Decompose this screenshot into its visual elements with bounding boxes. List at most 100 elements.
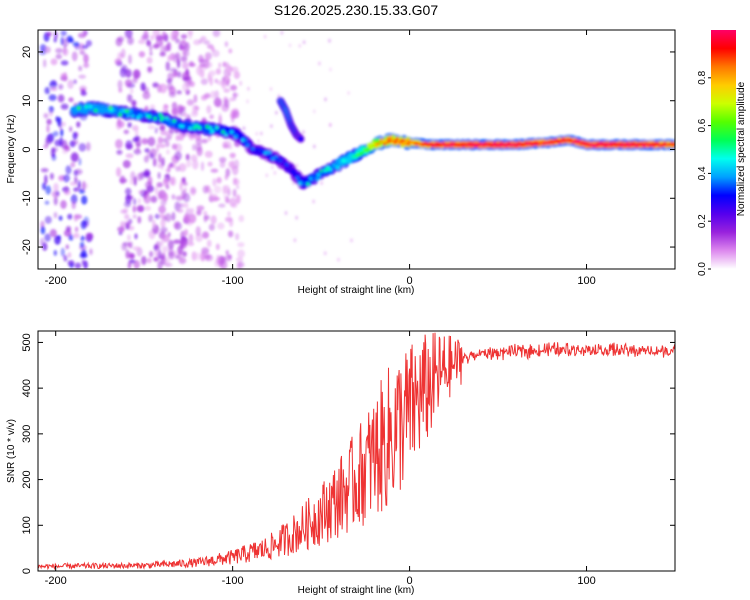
spectrogram-blob (125, 140, 133, 150)
spectrogram-blob (124, 220, 131, 228)
spectrogram-blob (143, 169, 151, 178)
spectrogram-blob (128, 109, 133, 114)
spectrogram-blob (149, 44, 153, 52)
spectrogram-blob (223, 143, 230, 149)
spectrogram-blob (196, 251, 200, 261)
spectrogram-blob (212, 196, 221, 202)
spectrogram-blob (292, 173, 297, 177)
spectrogram-blob (221, 130, 226, 134)
spectrogram-blob (81, 44, 89, 50)
spectrogram-blob (149, 104, 156, 110)
spectrogram-blob (42, 242, 48, 251)
spectrogram-blob (300, 181, 305, 186)
spectrogram-blob (238, 215, 245, 223)
spectrogram-blob (185, 153, 190, 161)
spectrogram-blob (257, 139, 260, 144)
spectrogram-x-ticks: -200 -100 0 100 (45, 30, 596, 287)
x-tick-label: 100 (577, 275, 595, 287)
spectrogram-blob (224, 254, 232, 262)
colorbar: 0.0 0.2 0.4 0.6 0.8 Normalized spectral ampl… (697, 30, 747, 276)
spectrogram-blob (180, 124, 185, 129)
snr-y-label: SNR (10 * v/v) (6, 419, 17, 483)
spectrogram-blob (144, 181, 153, 189)
spectrogram-blob (58, 175, 64, 182)
spectrogram-blob (226, 131, 231, 135)
spectrogram-blob (49, 228, 57, 238)
spectrogram-blob (139, 114, 144, 118)
spectrogram-blob (223, 194, 228, 200)
spectrogram-blob (64, 145, 70, 150)
x-tick-label: -200 (45, 275, 67, 287)
spectrogram-blob (160, 218, 166, 228)
spectrogram-blob (169, 176, 175, 186)
spectrogram-blob (168, 91, 177, 98)
spectrogram-blob (156, 142, 160, 153)
spectrogram-blob (280, 30, 284, 35)
spectrogram-blob (60, 200, 67, 209)
spectrogram-blob (160, 46, 166, 54)
spectrogram-y-label: Frequency (Hz) (6, 115, 17, 184)
spectrogram-blob (301, 130, 305, 135)
spectrogram-blob (81, 50, 86, 56)
spectrogram-blob (70, 194, 78, 204)
spectrogram-blob (120, 48, 126, 59)
spectrogram-blob (259, 131, 263, 136)
spectrogram-blob (55, 116, 59, 122)
spectrogram-blob (80, 235, 86, 241)
spectrogram-blob (208, 126, 213, 130)
spectrogram-blob (54, 139, 62, 147)
spectrogram-blob (215, 68, 222, 75)
spectrogram-blob (189, 186, 197, 196)
spectrogram-blob (169, 162, 174, 168)
spectrogram-blob (242, 126, 246, 131)
spectrogram-blob (204, 150, 213, 158)
spectrogram-blob (191, 123, 196, 127)
spectrogram-blob (161, 157, 165, 167)
spectrogram-blob (273, 170, 277, 175)
spectrogram-blob (207, 73, 211, 82)
spectrogram-blob (338, 162, 343, 167)
spectrogram-blob (232, 110, 240, 119)
spectrogram-blob (185, 68, 189, 76)
spectrogram-blob (132, 77, 138, 84)
spectrogram-blob (73, 79, 77, 85)
spectrogram-blob (218, 203, 226, 208)
spectrogram-blob (79, 241, 85, 249)
spectrogram-blob (153, 116, 158, 121)
spectrogram-blob (60, 247, 65, 257)
spectrogram-blob (60, 30, 67, 37)
spectrogram-blob (259, 148, 264, 152)
spectrogram-blob (203, 40, 211, 45)
spectrogram-blob (84, 105, 89, 109)
spectrogram-blob (159, 253, 166, 260)
spectrogram-blob (74, 168, 83, 175)
spectrogram-blob (250, 146, 255, 151)
spectrogram-blob (265, 173, 269, 178)
spectrogram-blob (55, 53, 63, 60)
spectrogram-blob (68, 234, 74, 241)
spectrogram-blob (125, 249, 130, 259)
spectrogram-blob (329, 67, 332, 72)
spectrogram-blob (147, 124, 155, 130)
spectrogram-blob (171, 194, 176, 200)
spectrogram-blob (78, 65, 83, 72)
spectrogram-blob (335, 165, 340, 169)
colorbar-tick-label: 0.2 (697, 214, 708, 228)
spectrogram-blob (79, 85, 87, 92)
spectrogram-blob (72, 41, 80, 47)
spectrogram-blob (48, 94, 57, 101)
spectrogram-blob (137, 205, 145, 213)
spectrogram-blob (44, 174, 48, 185)
spectrogram-blob (212, 30, 221, 37)
spectrogram-blob (174, 38, 180, 44)
spectrogram-blob (169, 67, 178, 73)
spectrogram-blob (146, 39, 152, 47)
spectrogram-blob (316, 172, 321, 177)
spectrogram-blob (200, 161, 205, 172)
spectrogram-blob (73, 140, 79, 145)
spectrogram-blob (124, 79, 133, 87)
spectrogram-blob (271, 157, 275, 161)
spectrogram-blob (143, 30, 149, 40)
spectrogram-blob (234, 233, 240, 241)
spectrogram-blob (270, 165, 274, 170)
